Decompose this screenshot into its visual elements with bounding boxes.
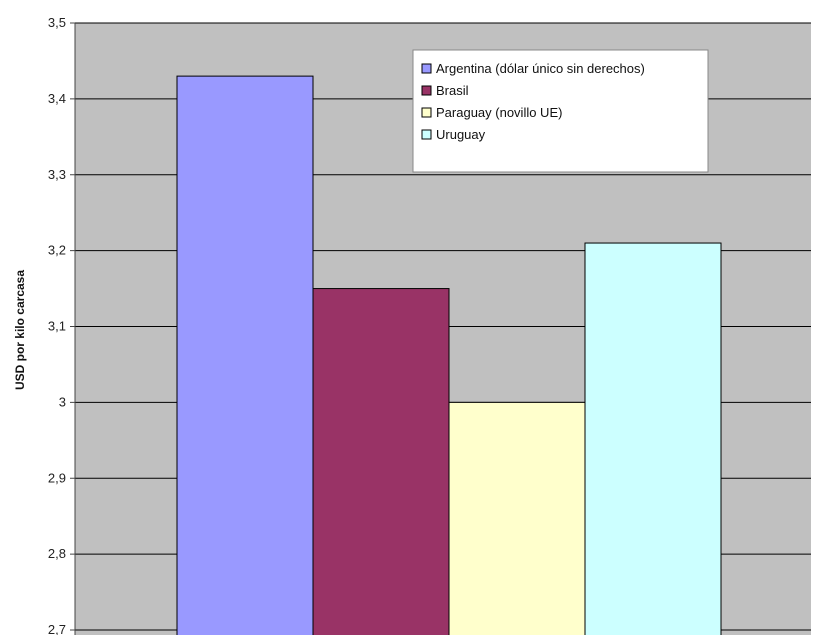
- legend-label: Argentina (dólar único sin derechos): [436, 61, 645, 76]
- y-axis-label: USD por kilo carcasa: [13, 270, 27, 390]
- y-tick-label: 3,4: [48, 91, 66, 106]
- y-tick-label: 3,1: [48, 319, 66, 334]
- bar-argentina: [176, 75, 314, 635]
- y-tick-label: 3,5: [48, 15, 66, 30]
- legend-label: Brasil: [436, 83, 469, 98]
- y-tick-label: 2,7: [48, 622, 66, 635]
- legend-swatch: [421, 63, 432, 74]
- bar-uruguay: [584, 242, 722, 635]
- bars: [176, 75, 722, 635]
- bar-paraguay: [448, 401, 586, 635]
- legend-label: Paraguay (novillo UE): [436, 105, 562, 120]
- y-tick-label: 2,9: [48, 470, 66, 485]
- legend-label: Uruguay: [436, 127, 486, 142]
- legend: Argentina (dólar único sin derechos) Bras…: [412, 49, 709, 173]
- legend-swatch: [421, 85, 432, 96]
- legend-box: [412, 49, 709, 173]
- legend-swatch: [421, 107, 432, 118]
- y-tick-labels: 2,7 2,8 2,9 3 3,1 3,2 3,3 3,4 3,5: [48, 15, 66, 635]
- y-tick-label: 3,3: [48, 167, 66, 182]
- y-tick-label: 3: [59, 394, 66, 409]
- y-tick-label: 2,8: [48, 546, 66, 561]
- y-tick-label: 3,2: [48, 243, 66, 258]
- legend-swatch: [421, 129, 432, 140]
- bar-brasil: [312, 288, 450, 635]
